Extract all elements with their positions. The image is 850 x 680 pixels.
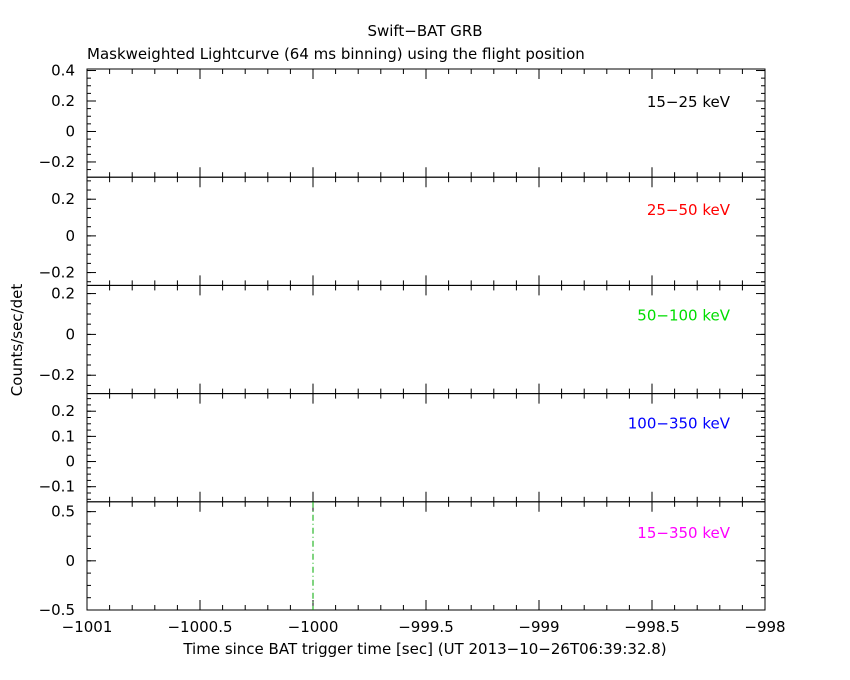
y-tick-label: 0 (65, 325, 75, 343)
band-label: 25−50 keV (647, 201, 731, 219)
y-tick-label: 0 (65, 227, 75, 245)
y-tick-label: −0.2 (39, 264, 75, 282)
panel-frame (86, 393, 766, 503)
y-tick-label: 0.2 (51, 190, 75, 208)
band-label: 100−350 keV (628, 415, 731, 433)
x-tick-label: −999.5 (398, 618, 454, 636)
x-tick-label: −1000 (288, 618, 339, 636)
chart-title: Swift−BAT GRB (367, 22, 483, 40)
band-label: 50−100 keV (637, 306, 730, 324)
band-label: 15−25 keV (647, 93, 731, 111)
x-tick-label: −998.5 (624, 618, 680, 636)
y-tick-label: 0.5 (51, 503, 75, 521)
panel-frame (86, 284, 766, 395)
y-tick-label: 0 (65, 453, 75, 471)
x-tick-label: −999 (518, 618, 559, 636)
y-tick-label: 0.2 (51, 402, 75, 420)
panel-frame (86, 176, 766, 286)
band-label: 15−350 keV (637, 524, 730, 542)
y-tick-label: 0.2 (51, 92, 75, 110)
x-tick-label: −998 (744, 618, 785, 636)
x-tick-label: −1001 (62, 618, 113, 636)
y-tick-label: −0.5 (39, 601, 75, 619)
x-tick-label: −1000.5 (167, 618, 232, 636)
y-tick-label: 0.2 (51, 285, 75, 303)
y-tick-label: 0 (65, 552, 75, 570)
y-tick-label: −0.2 (39, 366, 75, 384)
y-tick-label: −0.2 (39, 153, 75, 171)
x-axis-label: Time since BAT trigger time [sec] (UT 20… (183, 640, 667, 658)
panel-frame (86, 501, 766, 611)
y-tick-label: 0.1 (51, 427, 75, 445)
y-tick-label: −0.1 (39, 478, 75, 496)
chart-subtitle: Maskweighted Lightcurve (64 ms binning) … (87, 45, 585, 63)
panel-frame (86, 68, 766, 178)
y-tick-label: 0 (65, 122, 75, 140)
y-tick-label: 0.4 (51, 62, 75, 80)
